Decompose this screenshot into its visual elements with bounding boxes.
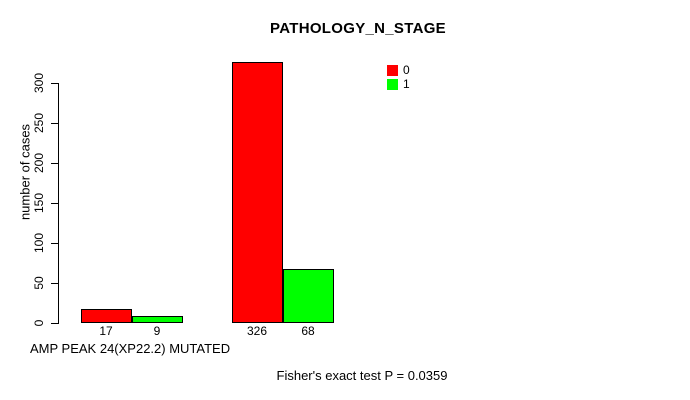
legend-item: 0 [387,64,410,76]
x-axis-label: AMP PEAK 24(XP22.2) MUTATED [30,341,231,356]
legend-label: 1 [403,77,410,91]
legend-label: 0 [403,63,410,77]
bar-0-group1 [81,309,132,323]
y-tick-label: 50 [32,276,46,290]
y-axis-tick [51,323,58,324]
legend-swatch-0 [387,64,398,76]
bar-1-group2 [283,269,334,323]
fisher-test-annotation: Fisher's exact test P = 0.0359 [276,368,448,383]
bar-count-label: 326 [246,324,268,338]
y-axis-line [58,83,59,324]
y-tick-label: 100 [32,232,46,254]
bar-count-label: 9 [153,324,161,338]
y-tick-label: 200 [32,152,46,174]
y-tick-label: 0 [32,319,46,327]
y-axis-label: number of cases [17,123,33,221]
bar-count-label: 68 [301,324,315,338]
chart-title: PATHOLOGY_N_STAGE [270,20,446,37]
y-tick-label: 250 [32,112,46,134]
y-tick-label: 300 [32,72,46,94]
bar-count-label: 17 [99,324,113,338]
legend-item: 1 [387,78,410,90]
y-axis-tick [51,163,58,164]
y-axis-tick [51,123,58,124]
legend-swatch-1 [387,78,398,90]
y-axis-tick [51,243,58,244]
y-tick-label: 150 [32,192,46,214]
y-axis-tick [51,203,58,204]
y-axis-tick [51,83,58,84]
bar-1-group1 [132,316,183,323]
bar-0-group2 [232,62,283,323]
y-axis-tick [51,283,58,284]
